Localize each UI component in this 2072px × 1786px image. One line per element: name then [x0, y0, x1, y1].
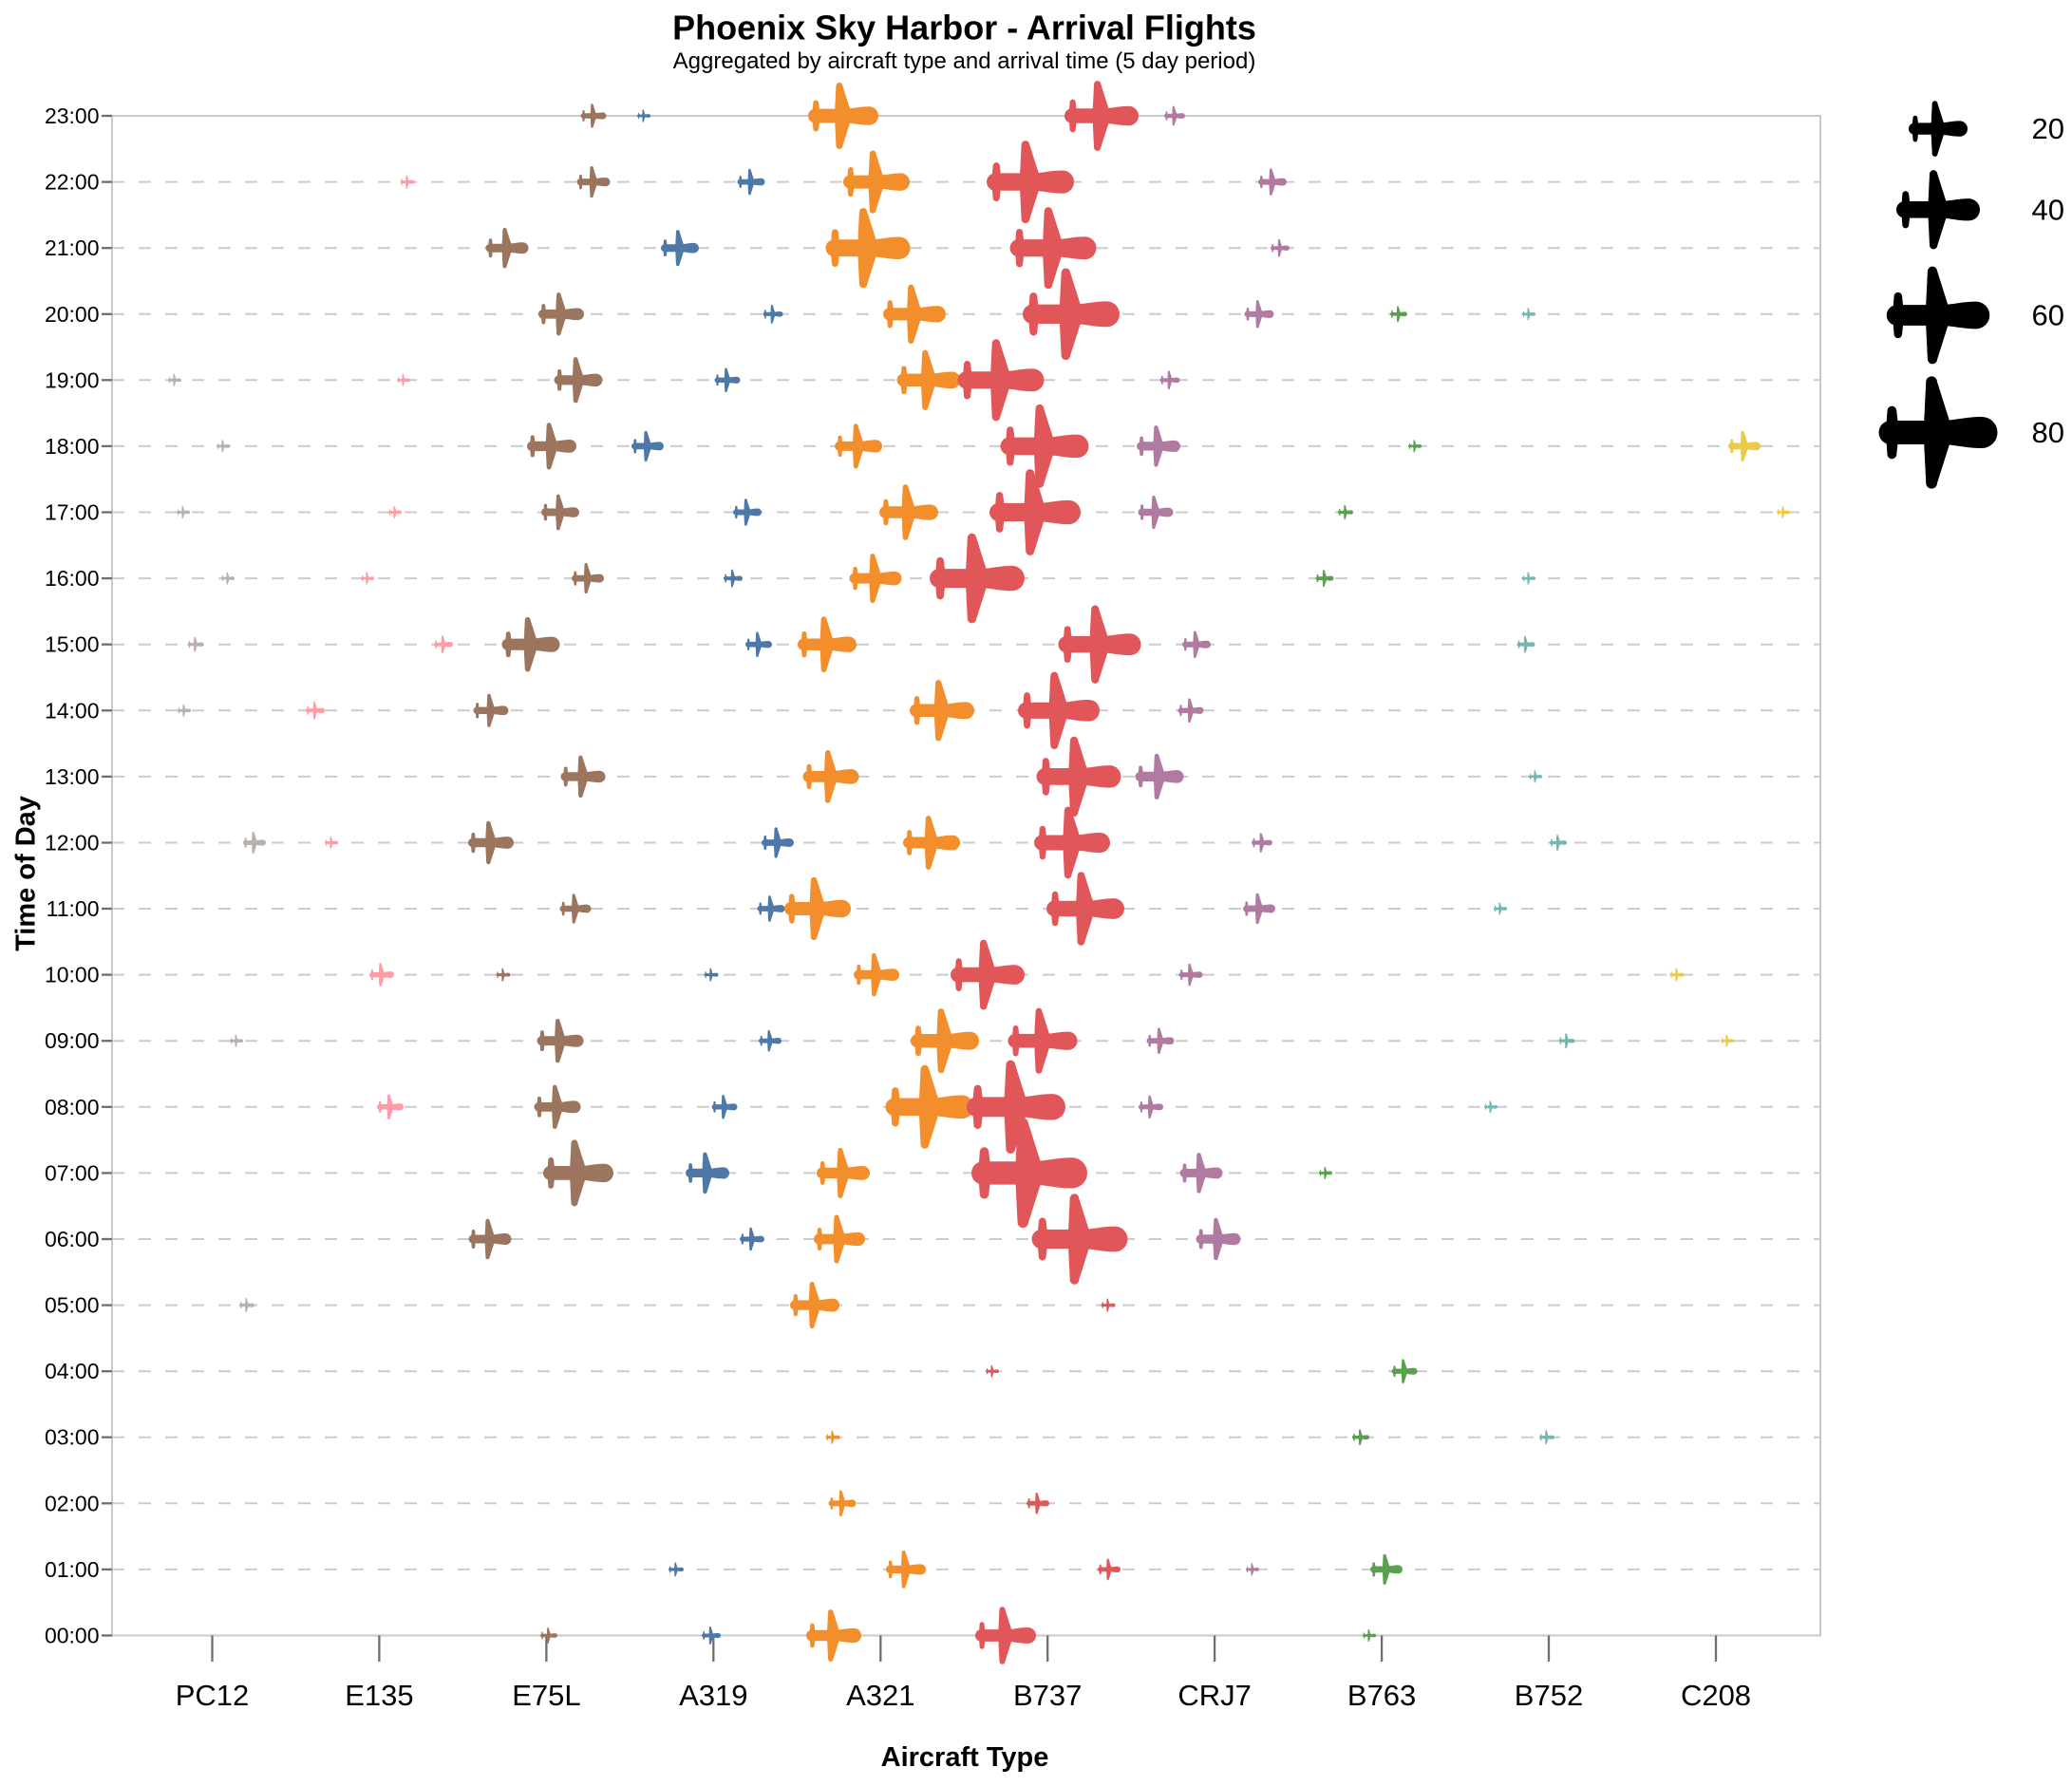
svg-text:07:00: 07:00: [45, 1160, 100, 1185]
svg-text:60: 60: [2032, 299, 2064, 332]
svg-text:40: 40: [2032, 193, 2064, 226]
svg-text:12:00: 12:00: [45, 831, 100, 855]
svg-text:CRJ7: CRJ7: [1177, 1679, 1252, 1712]
svg-text:E135: E135: [345, 1679, 413, 1712]
svg-text:01:00: 01:00: [45, 1557, 100, 1582]
svg-text:14:00: 14:00: [45, 698, 100, 723]
svg-text:B763: B763: [1347, 1679, 1416, 1712]
svg-text:00:00: 00:00: [45, 1624, 100, 1648]
svg-text:A319: A319: [679, 1679, 747, 1712]
svg-text:21:00: 21:00: [45, 235, 100, 260]
svg-text:20: 20: [2032, 112, 2064, 145]
svg-text:B737: B737: [1013, 1679, 1082, 1712]
svg-text:09:00: 09:00: [45, 1028, 100, 1053]
svg-text:03:00: 03:00: [45, 1425, 100, 1450]
svg-text:13:00: 13:00: [45, 764, 100, 789]
svg-text:Aircraft Type: Aircraft Type: [881, 1742, 1049, 1773]
svg-text:E75L: E75L: [512, 1679, 580, 1712]
svg-text:Phoenix Sky Harbor - Arrival F: Phoenix Sky Harbor - Arrival Flights: [672, 8, 1256, 47]
svg-text:06:00: 06:00: [45, 1227, 100, 1251]
svg-text:08:00: 08:00: [45, 1095, 100, 1119]
svg-text:17:00: 17:00: [45, 500, 100, 525]
svg-text:16:00: 16:00: [45, 566, 100, 591]
svg-text:PC12: PC12: [176, 1679, 250, 1712]
svg-text:C208: C208: [1681, 1679, 1751, 1712]
svg-text:20:00: 20:00: [45, 302, 100, 327]
svg-text:18:00: 18:00: [45, 434, 100, 459]
svg-text:04:00: 04:00: [45, 1359, 100, 1383]
svg-text:Time of Day: Time of Day: [11, 796, 42, 951]
svg-text:05:00: 05:00: [45, 1293, 100, 1318]
svg-text:B752: B752: [1515, 1679, 1583, 1712]
svg-text:15:00: 15:00: [45, 632, 100, 657]
svg-text:80: 80: [2032, 416, 2064, 449]
svg-text:23:00: 23:00: [45, 103, 100, 128]
svg-text:10:00: 10:00: [45, 963, 100, 987]
svg-text:11:00: 11:00: [47, 896, 100, 921]
svg-text:22:00: 22:00: [45, 170, 100, 195]
svg-text:02:00: 02:00: [45, 1491, 100, 1515]
svg-text:19:00: 19:00: [45, 367, 100, 392]
svg-text:A321: A321: [846, 1679, 914, 1712]
svg-text:Aggregated by aircraft type an: Aggregated by aircraft type and arrival …: [673, 48, 1256, 74]
